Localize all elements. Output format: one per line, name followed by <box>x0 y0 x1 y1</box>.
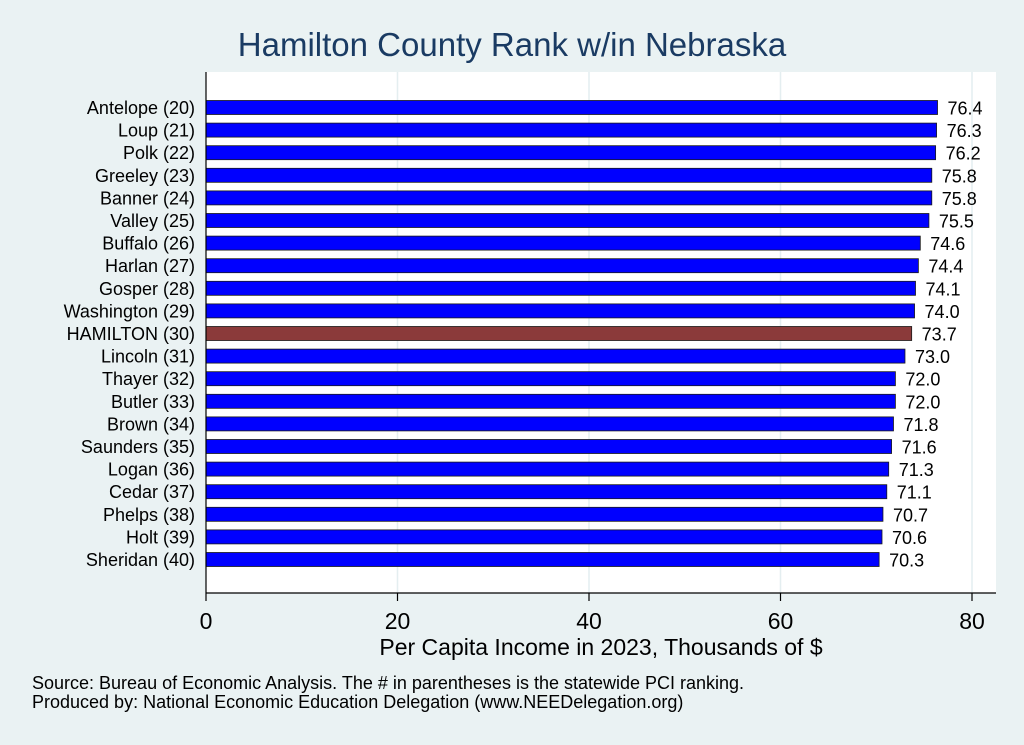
bars-group <box>205 100 938 567</box>
bar <box>205 371 896 387</box>
value-label: 74.1 <box>926 279 961 299</box>
value-label: 71.8 <box>903 415 938 435</box>
value-labels: 76.476.376.275.875.875.574.674.474.174.0… <box>889 99 982 571</box>
bar <box>205 552 880 567</box>
category-label: Cedar (37) <box>109 482 195 502</box>
value-label: 75.8 <box>942 166 977 186</box>
bar <box>205 122 937 138</box>
category-label: Greeley (23) <box>95 166 195 186</box>
category-label: Buffalo (26) <box>102 234 195 254</box>
category-label: Sheridan (40) <box>86 550 195 570</box>
value-label: 71.3 <box>899 460 934 480</box>
bar <box>205 439 892 454</box>
value-label: 72.0 <box>905 392 940 412</box>
category-label: Brown (34) <box>107 414 195 434</box>
x-tick-label: 20 <box>385 608 411 634</box>
bar <box>205 461 890 477</box>
x-tick-label: 60 <box>768 608 794 634</box>
value-label: 76.2 <box>946 144 981 164</box>
bar <box>205 235 921 251</box>
category-label: Butler (33) <box>111 392 195 412</box>
category-label: Banner (24) <box>100 188 195 208</box>
bar <box>205 529 883 545</box>
category-label: Loup (21) <box>118 121 195 141</box>
category-label: Holt (39) <box>126 527 195 547</box>
value-label: 73.0 <box>915 347 950 367</box>
x-tick-label: 40 <box>576 608 602 634</box>
value-label: 71.1 <box>897 483 932 503</box>
value-label: 72.0 <box>905 370 940 390</box>
chart-title: Hamilton County Rank w/in Nebraska <box>237 26 787 63</box>
category-label: Saunders (35) <box>81 437 195 457</box>
category-label: Antelope (20) <box>87 98 195 118</box>
bar <box>205 167 933 183</box>
value-label: 70.3 <box>889 551 924 571</box>
category-label: Valley (25) <box>110 211 195 231</box>
value-label: 73.7 <box>922 325 957 345</box>
x-tick-label: 0 <box>200 608 213 634</box>
category-label: Gosper (28) <box>99 279 195 299</box>
value-label: 75.8 <box>942 189 977 209</box>
bar <box>205 190 933 206</box>
source-note: Source: Bureau of Economic Analysis. The… <box>32 673 745 693</box>
x-axis-title: Per Capita Income in 2023, Thousands of … <box>379 634 823 660</box>
value-label: 74.0 <box>925 302 960 322</box>
category-label: Harlan (27) <box>105 256 195 276</box>
value-label: 75.5 <box>939 212 974 232</box>
value-label: 70.7 <box>893 505 928 525</box>
category-label: Lincoln (31) <box>101 347 195 367</box>
value-label: 76.3 <box>947 121 982 141</box>
bar <box>205 213 930 228</box>
bar <box>205 416 894 432</box>
bar <box>205 348 906 364</box>
category-label: Polk (22) <box>123 143 195 163</box>
bar <box>205 484 888 500</box>
value-label: 71.6 <box>902 438 937 458</box>
category-label: Phelps (38) <box>103 505 195 525</box>
value-label: 74.6 <box>930 234 965 254</box>
value-label: 70.6 <box>892 528 927 548</box>
category-label: Logan (36) <box>108 460 195 480</box>
x-axis: 0 20 40 60 80 <box>200 592 996 634</box>
bar <box>205 280 916 296</box>
bar <box>205 393 896 409</box>
category-label: HAMILTON (30) <box>67 324 195 344</box>
bar <box>205 258 919 274</box>
value-label: 74.4 <box>928 257 963 277</box>
x-tick-label: 80 <box>959 608 985 634</box>
value-label: 76.4 <box>948 99 983 119</box>
bar-highlight <box>205 326 913 341</box>
bar <box>205 145 937 161</box>
bar <box>205 100 938 115</box>
category-label: Thayer (32) <box>102 369 195 389</box>
category-labels: Antelope (20) Loup (21)Polk (22) Greeley (… <box>64 98 195 570</box>
bar <box>205 303 915 319</box>
category-label: Washington (29) <box>64 301 195 321</box>
produced-by-note: Produced by: National Economic Education… <box>32 692 684 712</box>
bar <box>205 506 884 522</box>
